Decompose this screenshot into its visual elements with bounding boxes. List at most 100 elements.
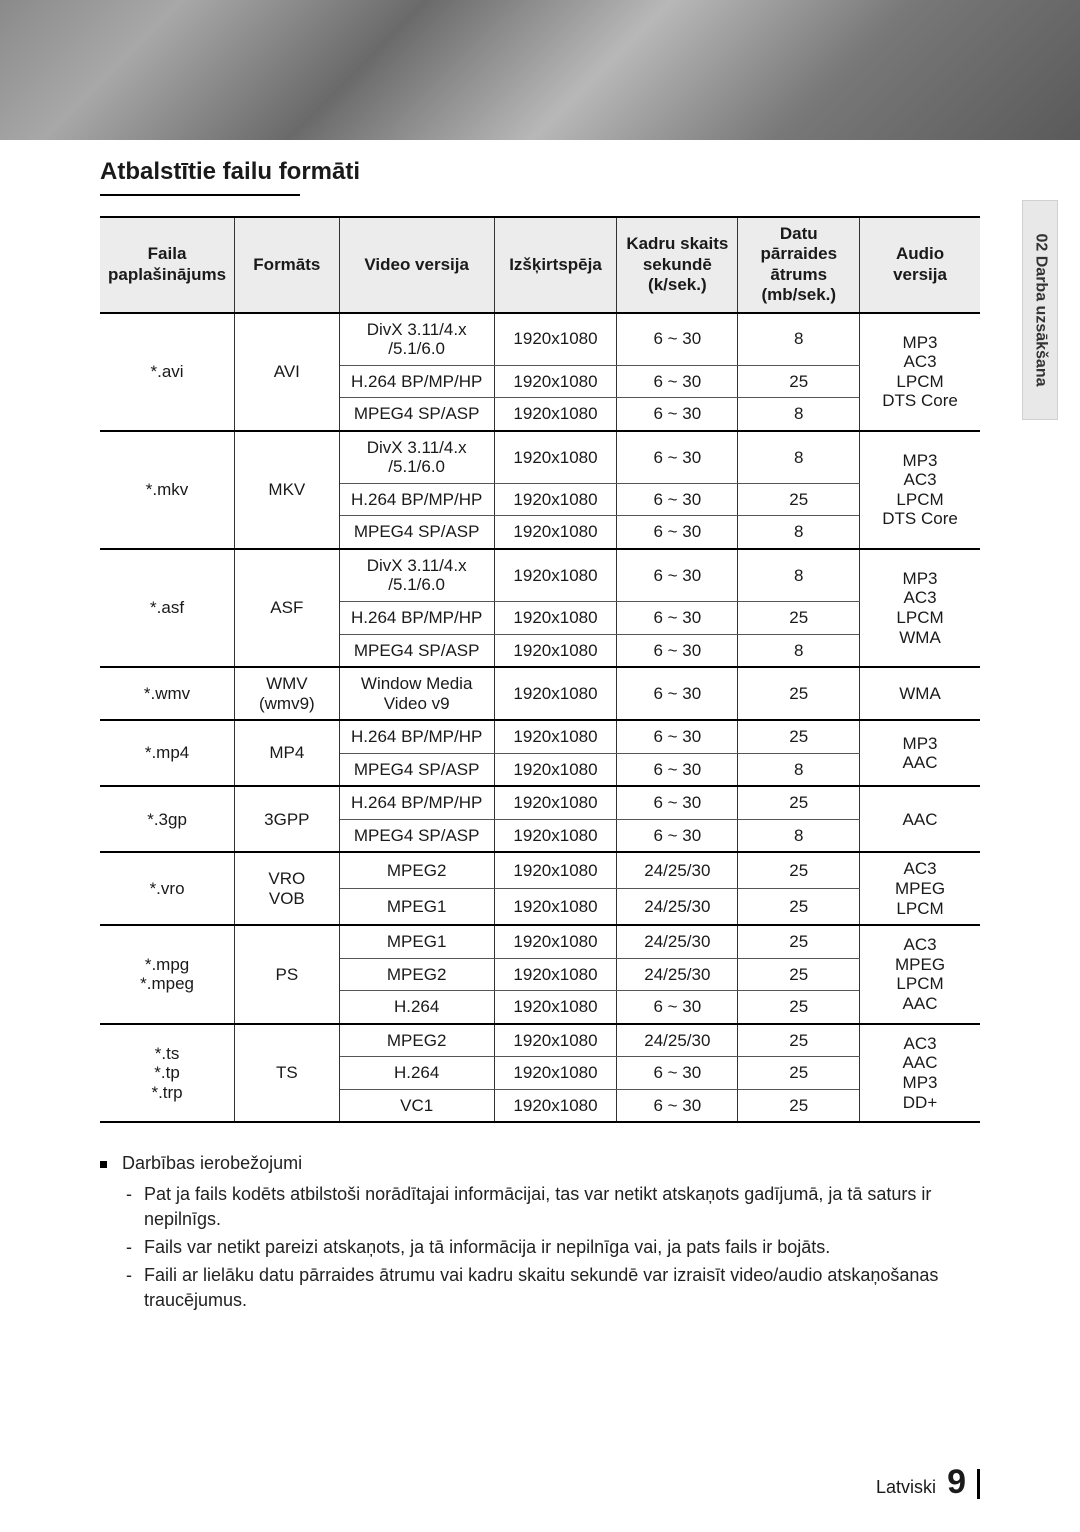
cell-fps: 6 ~ 30: [617, 483, 738, 516]
cell-video: H.264 BP/MP/HP: [339, 786, 494, 819]
cell-resolution: 1920x1080: [494, 365, 616, 398]
cell-video: MPEG2: [339, 852, 494, 888]
cell-resolution: 1920x1080: [494, 483, 616, 516]
cell-bitrate: 25: [738, 852, 860, 888]
cell-extension: *.ts*.tp*.trp: [100, 1024, 235, 1123]
table-header-cell: Kadru skaitssekundē (k/sek.): [617, 217, 738, 313]
cell-resolution: 1920x1080: [494, 602, 616, 635]
cell-resolution: 1920x1080: [494, 634, 616, 667]
cell-resolution: 1920x1080: [494, 1024, 616, 1057]
table-row: *.mp4MP4H.264 BP/MP/HP1920x10806 ~ 3025M…: [100, 720, 980, 753]
cell-resolution: 1920x1080: [494, 516, 616, 549]
cell-fps: 24/25/30: [617, 958, 738, 991]
table-row: *.mkvMKVDivX 3.11/4.x/5.1/6.01920x10806 …: [100, 431, 980, 484]
cell-fps: 6 ~ 30: [617, 634, 738, 667]
footer-language: Latviski: [876, 1477, 936, 1497]
cell-extension: *.mpg*.mpeg: [100, 925, 235, 1024]
cell-resolution: 1920x1080: [494, 958, 616, 991]
cell-fps: 6 ~ 30: [617, 991, 738, 1024]
cell-fps: 6 ~ 30: [617, 398, 738, 431]
cell-fps: 24/25/30: [617, 852, 738, 888]
cell-video: MPEG2: [339, 958, 494, 991]
footer: Latviski 9: [876, 1463, 980, 1502]
table-body: *.aviAVIDivX 3.11/4.x/5.1/6.01920x10806 …: [100, 313, 980, 1123]
cell-fps: 6 ~ 30: [617, 516, 738, 549]
cell-video: MPEG1: [339, 889, 494, 925]
cell-audio: WMA: [860, 667, 980, 720]
cell-fps: 6 ~ 30: [617, 819, 738, 852]
cell-bitrate: 25: [738, 483, 860, 516]
cell-audio: AAC: [860, 786, 980, 852]
cell-bitrate: 25: [738, 1024, 860, 1057]
footer-page-number: 9: [947, 1463, 966, 1501]
cell-audio: AC3MPEGLPCM: [860, 852, 980, 925]
cell-resolution: 1920x1080: [494, 720, 616, 753]
table-header-cell: Datu pārraidesātrums (mb/sek.): [738, 217, 860, 313]
footer-bar-icon: [977, 1469, 980, 1499]
cell-resolution: 1920x1080: [494, 1089, 616, 1122]
cell-bitrate: 8: [738, 431, 860, 484]
section-title: Atbalstītie failu formāti: [100, 158, 980, 186]
cell-fps: 24/25/30: [617, 925, 738, 958]
cell-fps: 6 ~ 30: [617, 313, 738, 366]
cell-bitrate: 25: [738, 1089, 860, 1122]
cell-bitrate: 8: [738, 549, 860, 602]
cell-fps: 6 ~ 30: [617, 549, 738, 602]
cell-resolution: 1920x1080: [494, 431, 616, 484]
cell-bitrate: 25: [738, 925, 860, 958]
cell-bitrate: 8: [738, 819, 860, 852]
cell-fps: 24/25/30: [617, 889, 738, 925]
table-row: *.wmvWMV (wmv9)Window MediaVideo v91920x…: [100, 667, 980, 720]
cell-bitrate: 25: [738, 958, 860, 991]
cell-format: PS: [235, 925, 339, 1024]
cell-resolution: 1920x1080: [494, 753, 616, 786]
cell-resolution: 1920x1080: [494, 889, 616, 925]
cell-resolution: 1920x1080: [494, 398, 616, 431]
cell-video: H.264 BP/MP/HP: [339, 602, 494, 635]
note-item: Faili ar lielāku datu pārraides ātrumu v…: [126, 1263, 980, 1312]
side-tab-text: 02 Darba uzsākšana: [1031, 234, 1049, 387]
cell-resolution: 1920x1080: [494, 819, 616, 852]
cell-bitrate: 8: [738, 313, 860, 366]
table-header-row: FailapaplašinājumsFormātsVideo versijaIz…: [100, 217, 980, 313]
cell-video: H.264 BP/MP/HP: [339, 365, 494, 398]
table-header-cell: Video versija: [339, 217, 494, 313]
cell-bitrate: 25: [738, 667, 860, 720]
cell-extension: *.avi: [100, 313, 235, 431]
cell-video: MPEG4 SP/ASP: [339, 753, 494, 786]
notes-heading-text: Darbības ierobežojumi: [122, 1153, 302, 1173]
cell-bitrate: 8: [738, 516, 860, 549]
cell-video: H.264 BP/MP/HP: [339, 483, 494, 516]
cell-format: MKV: [235, 431, 339, 549]
cell-video: MPEG4 SP/ASP: [339, 634, 494, 667]
table-header-cell: Izšķirtspēja: [494, 217, 616, 313]
cell-fps: 24/25/30: [617, 1024, 738, 1057]
cell-fps: 6 ~ 30: [617, 431, 738, 484]
cell-extension: *.3gp: [100, 786, 235, 852]
cell-extension: *.vro: [100, 852, 235, 925]
table-row: *.vroVROVOBMPEG21920x108024/25/3025AC3MP…: [100, 852, 980, 888]
cell-audio: MP3AC3LPCMDTS Core: [860, 431, 980, 549]
cell-bitrate: 8: [738, 398, 860, 431]
format-table: FailapaplašinājumsFormātsVideo versijaIz…: [100, 216, 980, 1123]
cell-audio: MP3AAC: [860, 720, 980, 786]
side-tab: 02 Darba uzsākšana: [1022, 200, 1058, 420]
cell-bitrate: 25: [738, 991, 860, 1024]
cell-bitrate: 8: [738, 634, 860, 667]
cell-audio: MP3AC3LPCMDTS Core: [860, 313, 980, 431]
cell-format: TS: [235, 1024, 339, 1123]
cell-video: MPEG4 SP/ASP: [339, 516, 494, 549]
table-row: *.3gp3GPPH.264 BP/MP/HP1920x10806 ~ 3025…: [100, 786, 980, 819]
cell-resolution: 1920x1080: [494, 852, 616, 888]
notes-section: Darbības ierobežojumi Pat ja fails kodēt…: [100, 1153, 980, 1311]
cell-video: DivX 3.11/4.x/5.1/6.0: [339, 431, 494, 484]
cell-resolution: 1920x1080: [494, 313, 616, 366]
cell-format: WMV (wmv9): [235, 667, 339, 720]
cell-resolution: 1920x1080: [494, 1057, 616, 1090]
cell-format: 3GPP: [235, 786, 339, 852]
cell-video: DivX 3.11/4.x/5.1/6.0: [339, 549, 494, 602]
cell-resolution: 1920x1080: [494, 991, 616, 1024]
cell-fps: 6 ~ 30: [617, 1089, 738, 1122]
cell-format: MP4: [235, 720, 339, 786]
cell-resolution: 1920x1080: [494, 786, 616, 819]
